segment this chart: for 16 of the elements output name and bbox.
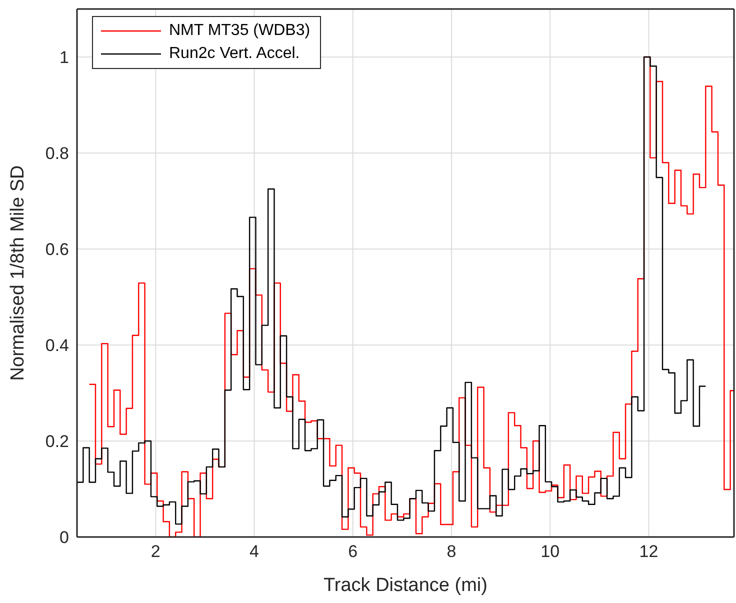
y-tick-label: 0.2 [45, 432, 69, 452]
x-tick-label: 8 [446, 542, 456, 562]
legend-label: Run2c Vert. Accel. [169, 44, 300, 64]
x-tick-label: 4 [250, 542, 259, 562]
y-axis-title: Normalised 1/8th Mile SD [8, 165, 29, 381]
y-tick-label: 0.6 [45, 240, 69, 260]
y-tick-label: 0 [60, 528, 69, 548]
y-tick-label: 1 [60, 48, 69, 68]
legend-label: NMT MT35 (WDB3) [169, 21, 310, 41]
x-tick-label: 10 [540, 542, 560, 562]
x-tick-label: 12 [639, 542, 658, 562]
x-tick-label: 2 [150, 542, 160, 562]
x-tick-label: 6 [348, 542, 358, 562]
x-axis-title: Track Distance (mi) [324, 575, 488, 596]
y-tick-label: 0.4 [45, 336, 69, 356]
y-tick-label: 0.8 [45, 144, 69, 164]
